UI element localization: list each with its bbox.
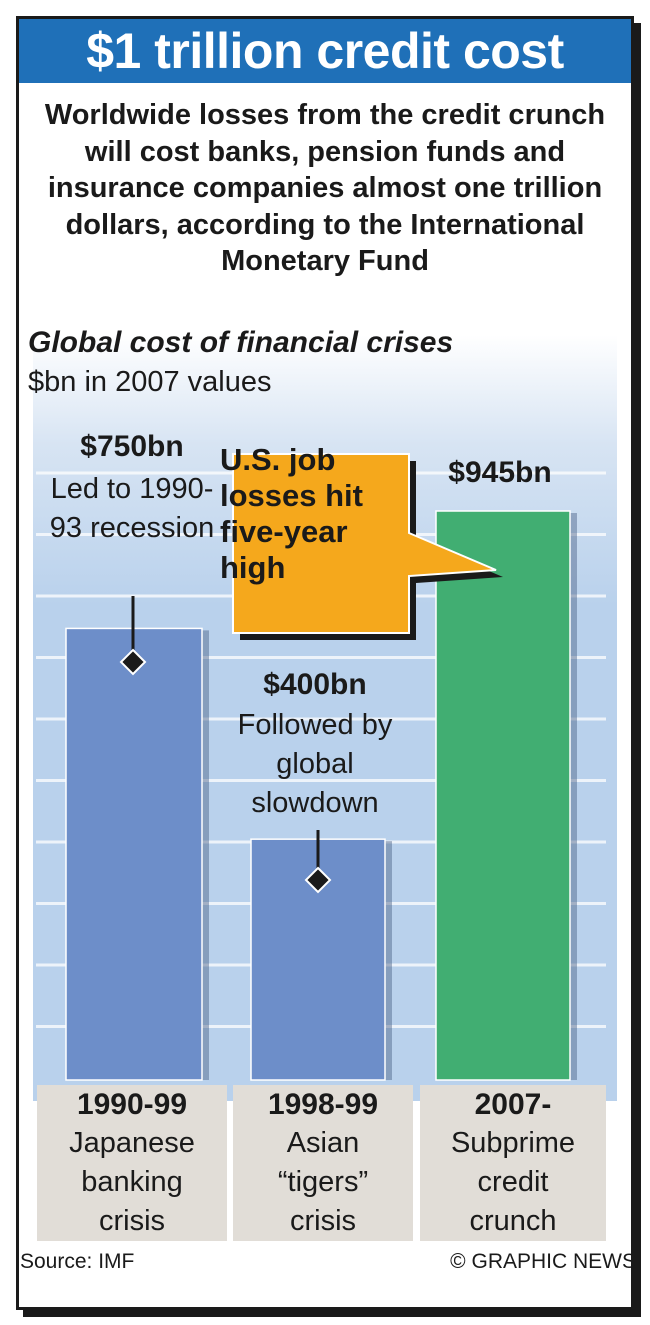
chart-unit-label: $bn in 2007 values (28, 366, 272, 398)
category-asia: 1998-99 Asian “tigers” crisis (233, 1085, 413, 1241)
category-subprime: 2007- Subprime credit crunch (420, 1085, 606, 1241)
value-label-japan: $750bn (80, 430, 184, 463)
pointer-diamond-1 (304, 866, 332, 894)
callout-bubble (232, 453, 497, 634)
category-year: 2007- (474, 1088, 552, 1121)
category-year: 1998-99 (267, 1088, 379, 1121)
chart-headline: $1 trillion credit cost (86, 23, 564, 79)
value-label-asia: $400bn (263, 668, 367, 701)
category-name: Japanese banking crisis (69, 1127, 195, 1237)
category-year: 1990-99 (76, 1088, 188, 1121)
annotation-japan: Led to 1990-93 recession (49, 473, 215, 544)
bar-0 (65, 627, 203, 1081)
category-japan: 1990-99 Japanese banking crisis (37, 1085, 227, 1241)
chart-title: Global cost of financial crises (28, 326, 454, 359)
callout-text: U.S. job losses hit five-year high (220, 442, 363, 585)
credit-note: © GRAPHIC NEWS (450, 1250, 636, 1273)
bar-2 (435, 510, 571, 1081)
value-label-subprime: $945bn (448, 456, 552, 489)
pointer-diamond-0 (119, 648, 147, 676)
title-bar (19, 19, 631, 83)
source-note: Source: IMF (20, 1250, 135, 1273)
annotation-asia: Followed by global slowdown (237, 709, 393, 819)
category-name: Subprime credit crunch (450, 1127, 576, 1237)
category-name: Asian “tigers” crisis (277, 1127, 369, 1237)
subtitle: Worldwide losses from the credit crunch … (44, 99, 606, 277)
